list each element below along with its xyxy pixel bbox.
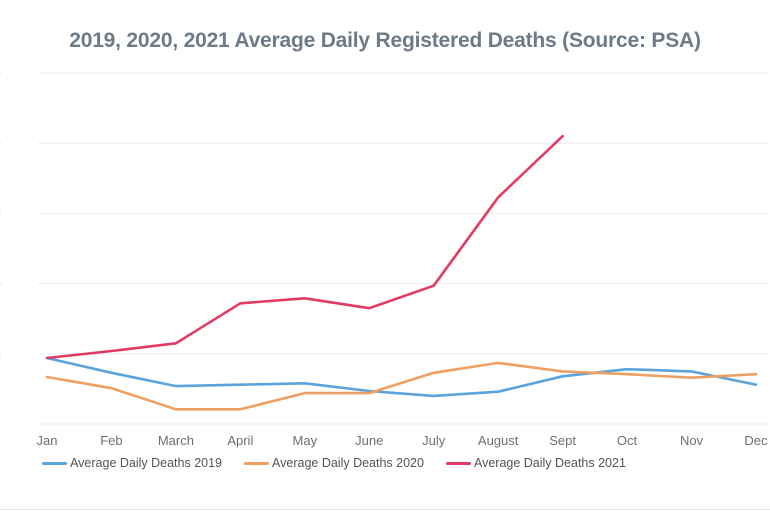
legend-label: Average Daily Deaths 2021 [473, 456, 626, 470]
x-tick-label: May [293, 433, 318, 448]
y-tick-label-cropped: 0 [0, 347, 1, 361]
series-line-2019 [45, 356, 758, 398]
bottom-divider-line [0, 509, 770, 510]
x-tick-label: Sept [549, 433, 576, 448]
x-tick-label: July [422, 433, 446, 448]
chart-legend: Average Daily Deaths 2019 Average Daily D… [0, 456, 770, 470]
x-tick-label: Nov [680, 433, 704, 448]
legend-line-swatch [42, 461, 68, 465]
x-tick-label: April [227, 433, 253, 448]
legend-line-swatch [244, 461, 270, 465]
y-tick-label-cropped: 0 [0, 67, 1, 81]
x-tick-label: Oct [617, 433, 638, 448]
x-tick-label: June [355, 433, 383, 448]
x-tick-label: August [478, 433, 519, 448]
legend-item-2021: Average Daily Deaths 2021 [445, 456, 626, 470]
chart-plot-area: 0 0 0 0 0 0 Jan Feb March April May June July August S… [0, 67, 768, 449]
series-line-2020 [45, 361, 758, 411]
y-tick-label-cropped: 0 [0, 277, 1, 291]
y-tick-label-cropped: 0 [0, 418, 1, 432]
legend-label: Average Daily Deaths 2019 [70, 456, 223, 470]
series-line-2021 [45, 134, 564, 360]
x-tick-label: Feb [100, 433, 122, 448]
chart-title: 2019, 2020, 2021 Average Daily Registere… [69, 29, 701, 52]
y-tick-label-cropped: 0 [0, 207, 1, 221]
x-tick-label: March [158, 433, 194, 448]
x-tick-label: Jan [37, 433, 58, 448]
legend-line-swatch [445, 461, 471, 465]
legend-label: Average Daily Deaths 2020 [272, 456, 424, 470]
legend-item-2019: Average Daily Deaths 2019 [42, 456, 222, 470]
legend-item-2020: Average Daily Deaths 2020 [244, 456, 424, 470]
y-tick-label-cropped: 0 [0, 137, 1, 151]
x-tick-label: Dec [744, 433, 768, 448]
